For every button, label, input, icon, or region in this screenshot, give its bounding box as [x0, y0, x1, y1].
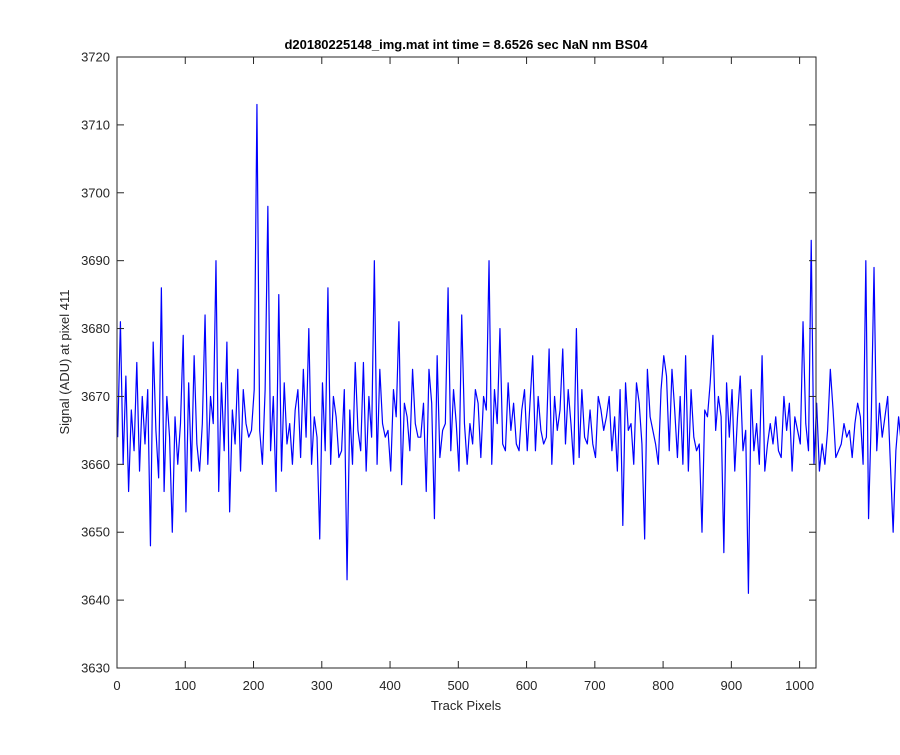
axes-box: [116, 56, 817, 669]
y-tick-label: 3680: [81, 321, 110, 336]
y-tick-label: 3720: [81, 50, 110, 65]
x-axis: 0 100 200 300 400 500 600 700 800 900 1000: [113, 57, 814, 693]
y-tick-label: 3630: [81, 661, 110, 676]
series-layer: [117, 103, 900, 594]
y-tick-label: 3660: [81, 457, 110, 472]
x-tick-label: 100: [174, 678, 196, 693]
x-tick-label: 400: [379, 678, 401, 693]
x-tick-label: 600: [516, 678, 538, 693]
y-tick-label: 3650: [81, 525, 110, 540]
plot-area: [117, 57, 816, 668]
x-tick-label: 300: [311, 678, 333, 693]
y-tick-label: 3640: [81, 593, 110, 608]
x-tick-label: 900: [721, 678, 743, 693]
y-tick-label: 3700: [81, 185, 110, 200]
y-tick-label: 3670: [81, 389, 110, 404]
x-tick-label: 1000: [785, 678, 814, 693]
x-tick-label: 200: [243, 678, 265, 693]
x-tick-label: 0: [113, 678, 120, 693]
chart-title: d20180225148_img.mat int time = 8.6526 s…: [284, 37, 648, 52]
x-axis-label: Track Pixels: [431, 698, 502, 713]
x-tick-label: 500: [447, 678, 469, 693]
x-tick-label: 800: [652, 678, 674, 693]
y-tick-label: 3710: [81, 117, 110, 132]
y-axis: 3630 3640 3650 3660 3670 3680 3690 3700 3710 3720: [81, 50, 816, 676]
series-line-1: [117, 103, 900, 594]
x-tick-label: 700: [584, 678, 606, 693]
y-tick-label: 3690: [81, 253, 110, 268]
y-axis-label: Signal (ADU) at pixel 411: [57, 290, 72, 435]
